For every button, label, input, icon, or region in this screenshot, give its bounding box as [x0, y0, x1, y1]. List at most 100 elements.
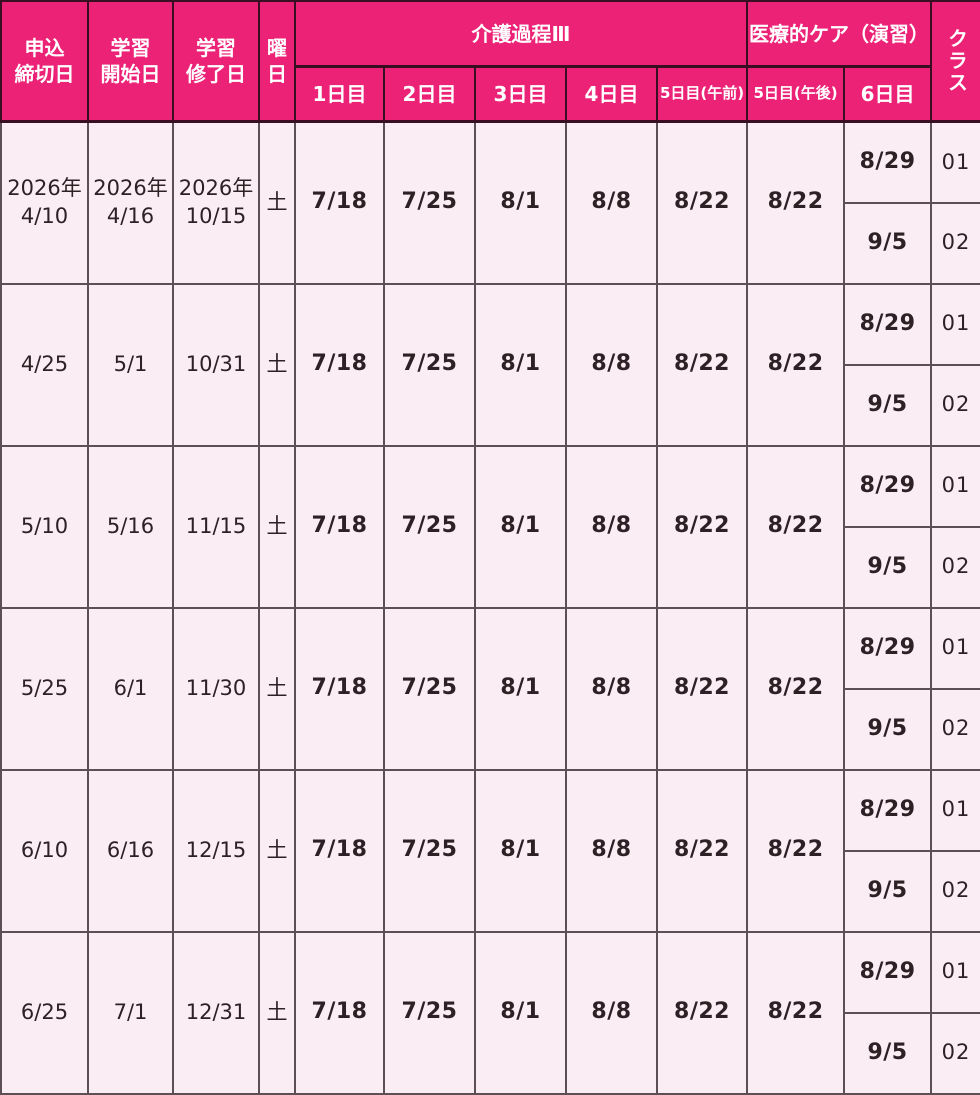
cell-day1: 7/18 [294, 768, 385, 933]
cell-apply-deadline: 6/25 [0, 930, 89, 1095]
cell-study-end: 12/31 [172, 930, 260, 1095]
table-header: 申込 締切日 学習 開始日 学習 修了日 曜 日 介護過程Ⅲ 医療的ケア（演習）… [0, 0, 980, 123]
header-apply-deadline: 申込 締切日 [0, 0, 89, 123]
cell-day6-class1: 8/29 [843, 606, 933, 690]
cell-weekday: 土 [258, 930, 296, 1095]
cell-day2: 7/25 [383, 606, 476, 771]
cell-study-end: 12/15 [172, 768, 260, 933]
cell-day1: 7/18 [294, 282, 385, 447]
header-day2: 2日目 [383, 65, 476, 123]
header-row-days: 1日目 2日目 3日目 4日目 5日目(午前) 5日目(午後) 6日目 [1, 65, 980, 123]
cell-study-start: 7/1 [87, 930, 174, 1095]
cell-weekday: 土 [258, 768, 296, 933]
cell-day3: 8/1 [474, 282, 567, 447]
cell-day2: 7/25 [383, 444, 476, 609]
cell-day4: 8/8 [565, 606, 658, 771]
schedule-row-4b: 9/5 02 [1, 687, 980, 771]
cell-apply-deadline: 5/25 [0, 606, 89, 771]
cell-day2: 7/25 [383, 930, 476, 1095]
cell-day4: 8/8 [565, 444, 658, 609]
cell-day3: 8/1 [474, 120, 567, 285]
cell-day5-pm: 8/22 [746, 606, 846, 771]
header-weekday: 曜 日 [258, 0, 296, 123]
cell-day1: 7/18 [294, 930, 385, 1095]
cell-day6-class1: 8/29 [843, 120, 933, 204]
cell-class1: 01 [930, 930, 980, 1014]
schedule-row-3a: 5/10 5/16 11/15 土 7/18 7/25 8/1 8/8 8/22… [0, 444, 980, 609]
cell-day6-class2: 9/5 [843, 687, 933, 771]
schedule-row-4a: 5/25 6/1 11/30 土 7/18 7/25 8/1 8/8 8/22 … [0, 606, 980, 771]
header-day5-am: 5日目(午前) [655, 65, 749, 123]
table-body: 2026年 4/10 2026年 4/16 2026年 10/15 土 7/18… [0, 120, 980, 1095]
cell-day6-class2: 9/5 [843, 1011, 933, 1095]
cell-day3: 8/1 [474, 444, 567, 609]
cell-class2: 02 [930, 363, 980, 447]
schedule-row-1a: 2026年 4/10 2026年 4/16 2026年 10/15 土 7/18… [0, 120, 980, 285]
header-day1: 1日目 [294, 65, 385, 123]
schedule-row-5a: 6/10 6/16 12/15 土 7/18 7/25 8/1 8/8 8/22… [0, 768, 980, 933]
header-row-groups: 申込 締切日 学習 開始日 学習 修了日 曜 日 介護過程Ⅲ 医療的ケア（演習）… [0, 0, 980, 123]
cell-study-end: 10/31 [172, 282, 260, 447]
header-medical-care-group: 医療的ケア（演習） [746, 0, 933, 69]
cell-study-start: 6/16 [87, 768, 174, 933]
header-class: クラス [930, 0, 980, 123]
cell-day6-class1: 8/29 [843, 768, 933, 852]
cell-study-end: 2026年 10/15 [172, 120, 260, 285]
cell-apply-deadline: 4/25 [0, 282, 89, 447]
cell-class2: 02 [930, 525, 980, 609]
cell-day5-am: 8/22 [655, 930, 749, 1095]
cell-day5-pm: 8/22 [746, 120, 846, 285]
cell-day6-class2: 9/5 [843, 363, 933, 447]
cell-day4: 8/8 [565, 120, 658, 285]
cell-day5-pm: 8/22 [746, 444, 846, 609]
schedule-row-2a: 4/25 5/1 10/31 土 7/18 7/25 8/1 8/8 8/22 … [0, 282, 980, 447]
cell-study-end: 11/15 [172, 444, 260, 609]
cell-day4: 8/8 [565, 282, 658, 447]
header-day5-pm: 5日目(午後) [746, 65, 846, 123]
schedule-row-2b: 9/5 02 [1, 363, 980, 447]
cell-weekday: 土 [258, 606, 296, 771]
cell-class1: 01 [930, 120, 980, 204]
schedule-row-5b: 9/5 02 [1, 849, 980, 933]
header-day6: 6日目 [843, 65, 933, 123]
cell-class1: 01 [930, 768, 980, 852]
cell-apply-deadline: 6/10 [0, 768, 89, 933]
cell-day6-class2: 9/5 [843, 201, 933, 285]
header-care-process-group: 介護過程Ⅲ [293, 0, 749, 69]
cell-day3: 8/1 [474, 768, 567, 933]
header-study-end: 学習 修了日 [172, 0, 260, 123]
cell-apply-deadline: 5/10 [0, 444, 89, 609]
cell-class2: 02 [930, 1011, 980, 1095]
cell-day1: 7/18 [294, 120, 385, 285]
header-day4: 4日目 [565, 65, 658, 123]
cell-day5-pm: 8/22 [746, 282, 846, 447]
cell-day2: 7/25 [383, 120, 476, 285]
cell-class1: 01 [930, 282, 980, 366]
cell-apply-deadline: 2026年 4/10 [0, 120, 89, 285]
cell-class1: 01 [930, 606, 980, 690]
cell-day6-class1: 8/29 [843, 444, 933, 528]
cell-weekday: 土 [258, 444, 296, 609]
cell-weekday: 土 [258, 282, 296, 447]
cell-day6-class1: 8/29 [843, 282, 933, 366]
header-day3: 3日目 [474, 65, 567, 123]
cell-class2: 02 [930, 201, 980, 285]
cell-study-start: 5/1 [87, 282, 174, 447]
cell-day2: 7/25 [383, 768, 476, 933]
header-class-label: クラス [944, 28, 969, 94]
cell-day5-am: 8/22 [655, 282, 749, 447]
cell-day4: 8/8 [565, 768, 658, 933]
cell-day6-class2: 9/5 [843, 525, 933, 609]
cell-class2: 02 [930, 687, 980, 771]
cell-day6-class2: 9/5 [843, 849, 933, 933]
cell-study-end: 11/30 [172, 606, 260, 771]
header-study-start: 学習 開始日 [87, 0, 174, 123]
cell-day1: 7/18 [294, 606, 385, 771]
cell-day5-am: 8/22 [655, 120, 749, 285]
cell-day5-pm: 8/22 [746, 768, 846, 933]
cell-day6-class1: 8/29 [843, 930, 933, 1014]
cell-day3: 8/1 [474, 930, 567, 1095]
cell-day4: 8/8 [565, 930, 658, 1095]
cell-day5-pm: 8/22 [746, 930, 846, 1095]
